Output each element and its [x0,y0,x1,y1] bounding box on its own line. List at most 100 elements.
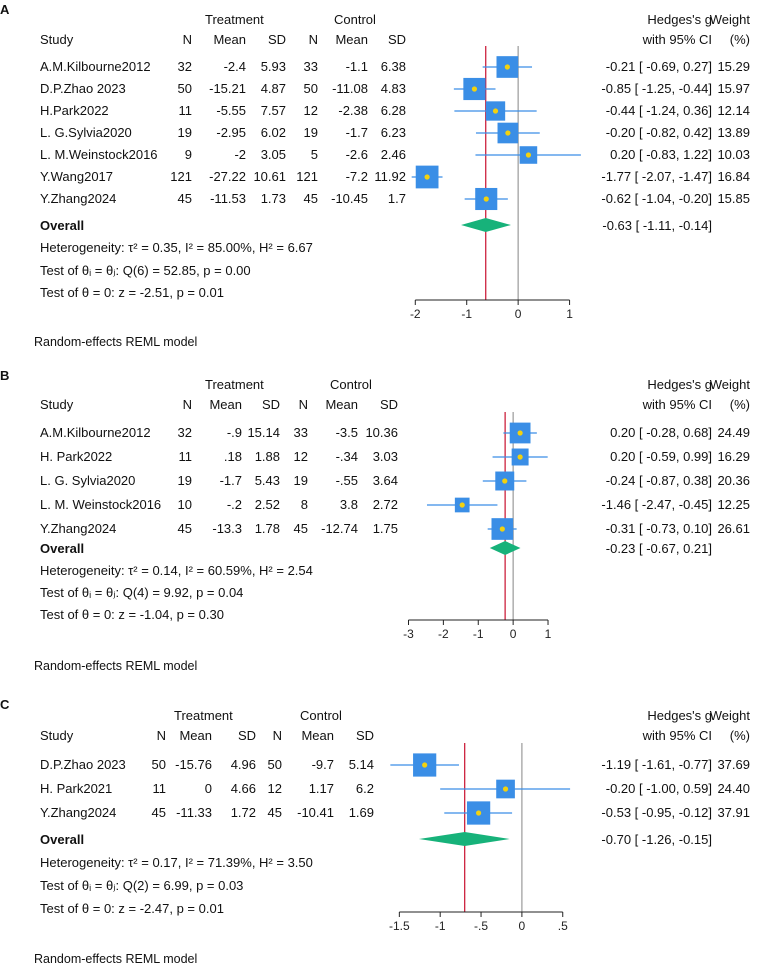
n-header: N [182,397,192,412]
treatment-n: 32 [177,59,192,74]
effect-header: Hedges's g [647,377,712,392]
treatment-mean: -11.53 [210,191,246,206]
equality-test-stat: Test of θᵢ = θⱼ: Q(6) = 52.85, p = 0.00 [40,263,251,278]
point-estimate [424,174,430,180]
sd-header: SD [267,32,286,47]
point-estimate [475,810,482,816]
control-mean: -10.45 [331,191,368,206]
study-name: D.P.Zhao 2023 [40,757,126,772]
study-name: L. G.Sylvia2020 [40,125,132,140]
study-name: H. Park2021 [40,781,113,796]
study-name: Y.Wang2017 [40,169,114,184]
control-n: 45 [303,191,318,206]
treatment-n: 19 [177,473,192,488]
control-sd: 5.14 [348,757,374,772]
model-footnote: Random-effects REML model [34,659,198,673]
study-row: D.P.Zhao 2023 50 -15.21 4.87 50 -11.08 4… [0,81,760,103]
mean-header: Mean [213,32,246,47]
study-row: H.Park2022 11 -5.55 7.57 12 -2.38 6.28 -… [0,103,760,125]
weight-header: Weight [709,377,750,392]
control-mean: -2.38 [338,103,368,118]
x-tick-label: 0 [510,627,517,641]
control-n: 121 [296,169,318,184]
control-mean: -10.41 [297,805,334,820]
n-header: N [272,728,282,743]
overall-effect-ci: -0.23 [ -0.67, 0.21] [605,541,712,556]
control-n: 19 [303,125,318,140]
study-row: H. Park2022 11 .18 1.88 12 -.34 3.03 0.2… [0,449,760,473]
control-sd: 2.46 [380,147,406,162]
control-mean: -2.6 [345,147,368,162]
overall-label: Overall [40,541,85,556]
treatment-sd: 5.93 [260,59,286,74]
control-n: 12 [293,449,308,464]
treatment-mean: -27.22 [209,169,246,184]
point-estimate [504,64,510,70]
weight-header: Weight [709,12,750,27]
study-name: Y.Zhang2024 [40,191,117,206]
effect-ci: -0.21 [ -0.69, 0.27] [605,59,712,74]
mean-header: Mean [325,397,358,412]
point-estimate [459,502,465,508]
weight-value: 12.14 [717,103,750,118]
treatment-sd: 1.73 [260,191,286,206]
weight-value: 15.85 [717,191,750,206]
control-header: Control [300,708,342,723]
study-name: L. G. Sylvia2020 [40,473,136,488]
effect-ci: -0.53 [ -0.95, -0.12] [601,805,712,820]
point-estimate [502,786,509,792]
effect-header: Hedges's g [647,708,712,723]
effect-ci: -0.85 [ -1.25, -0.44] [601,81,712,96]
treatment-header: Treatment [205,12,264,27]
control-n: 5 [310,147,318,162]
control-sd: 1.75 [372,521,398,536]
control-n: 12 [267,781,282,796]
heterogeneity-stat: Heterogeneity: τ² = 0.17, I² = 71.39%, H… [40,855,313,870]
treatment-n: 32 [177,425,192,440]
effect-ci: -1.46 [ -2.47, -0.45] [601,497,712,512]
forest-plot-a: -2 -1 0 1 [410,46,581,321]
overall-diamond [489,541,521,555]
treatment-n: 45 [177,521,192,536]
x-tick-label: -1 [461,307,472,321]
equality-test-stat: Test of θᵢ = θⱼ: Q(4) = 9.92, p = 0.04 [40,585,244,600]
control-n: 33 [303,59,318,74]
effect-ci: -0.44 [ -1.24, 0.36] [605,103,712,118]
forest-panel-c: -1.5 -1 -.5 0 .5 C Treatment Control Hedges'… [0,697,760,970]
study-row: Y.Zhang2024 45 -13.3 1.78 45 -12.74 1.75… [0,521,760,545]
model-footnote: Random-effects REML model [34,335,198,349]
study-row: L. M.Weinstock2016 9 -2 3.05 5 -2.6 2.46… [0,147,760,169]
point-estimate [422,762,428,768]
effect-header: with 95% CI [642,32,712,47]
effect-ci: 0.20 [ -0.59, 0.99] [610,449,712,464]
forest-panel-b: -3 -2 -1 0 1 B Treatment Control Hedges's g … [0,368,760,680]
zero-test-stat: Test of θ = 0: z = -1.04, p = 0.30 [40,607,224,622]
zero-test-stat: Test of θ = 0: z = -2.51, p = 0.01 [40,285,224,300]
control-sd: 11.92 [374,169,406,184]
x-tick-label: 1 [566,307,573,321]
forest-panel-a: -2 -1 0 1 A Treatment Control Hedges's g We… [0,0,760,350]
effect-ci: 0.20 [ -0.83, 1.22] [610,147,712,162]
control-header: Control [330,377,372,392]
treatment-n: 50 [151,757,166,772]
model-footnote: Random-effects REML model [34,952,198,966]
control-mean: 1.17 [308,781,334,796]
treatment-mean: -2.4 [223,59,246,74]
control-sd: 6.38 [380,59,406,74]
effect-ci: -0.31 [ -0.73, 0.10] [605,521,712,536]
control-n: 45 [267,805,282,820]
point-estimate [492,108,499,114]
study-name: A.M.Kilbourne2012 [40,425,151,440]
overall-effect-ci: -0.63 [ -1.11, -0.14] [602,218,712,233]
forest-plot-c: -1.5 -1 -.5 0 .5 [389,743,571,933]
study-row: L. G. Sylvia2020 19 -1.7 5.43 19 -.55 3.… [0,473,760,497]
x-tick-label: -.5 [474,919,488,933]
treatment-n: 9 [184,147,192,162]
treatment-n: 45 [177,191,192,206]
treatment-n: 11 [178,103,193,118]
weight-value: 37.69 [717,757,750,772]
treatment-sd: 2.52 [254,497,280,512]
point-estimate [483,196,489,202]
overall-label: Overall [40,218,85,233]
control-n: 45 [293,521,308,536]
